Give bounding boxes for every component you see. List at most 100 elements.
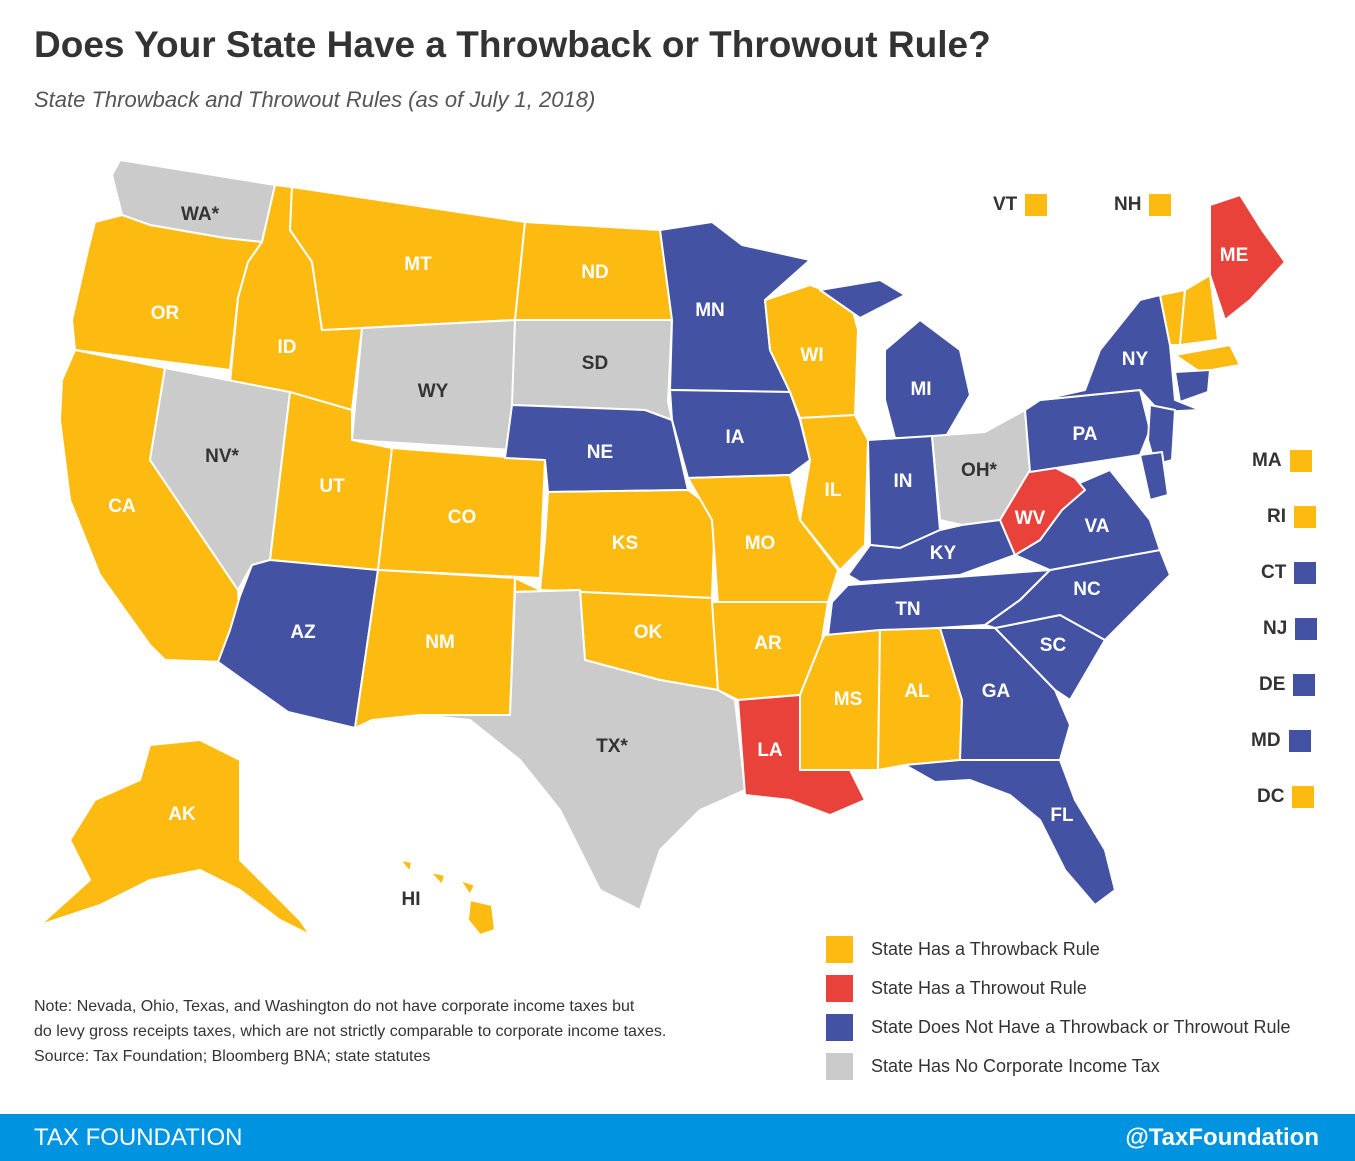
state-label-tx: TX*: [596, 736, 628, 757]
legend-item-none: State Does Not Have a Throwback or Throw…: [826, 1008, 1291, 1047]
legend-label: State Does Not Have a Throwback or Throw…: [871, 1017, 1291, 1037]
small-state-de: DE: [1259, 674, 1316, 696]
small-state-swatch: [1025, 194, 1048, 216]
legend-swatch: [826, 975, 853, 1002]
state-label-mt: MT: [404, 254, 432, 275]
state-ak: [39, 739, 311, 936]
state-label-sc: SC: [1040, 635, 1067, 656]
state-label-sd: SD: [582, 353, 608, 374]
state-label-ga: GA: [982, 681, 1011, 702]
state-label-nm: NM: [425, 632, 455, 653]
small-state-label: DE: [1259, 674, 1286, 695]
legend-label: State Has a Throwback Rule: [871, 939, 1100, 959]
state-label-ok: OK: [634, 622, 663, 643]
state-in: [867, 435, 941, 549]
small-state-nh: NH: [1114, 194, 1172, 216]
state-mi: [819, 279, 971, 439]
state-label-wv: WV: [1015, 508, 1046, 529]
state-label-nd: ND: [581, 262, 608, 283]
state-label-ny: NY: [1122, 349, 1149, 370]
small-state-label: MD: [1251, 730, 1281, 751]
small-state-swatch: [1293, 674, 1316, 696]
footer-handle: @TaxFoundation: [1125, 1124, 1319, 1151]
state-label-mo: MO: [745, 533, 776, 554]
small-state-ma: MA: [1252, 450, 1312, 472]
note-line: Note: Nevada, Ohio, Texas, and Washingto…: [34, 998, 635, 1015]
state-il: [799, 414, 869, 571]
note-line: do levy gross receipts taxes, which are …: [34, 1023, 667, 1040]
state-label-wa: WA*: [181, 204, 220, 225]
state-label-ms: MS: [834, 689, 863, 710]
state-label-il: IL: [825, 480, 842, 501]
small-state-md: MD: [1251, 730, 1311, 752]
small-state-shape: [1174, 369, 1211, 403]
state-label-ak: AK: [168, 804, 196, 825]
state-az: [217, 559, 379, 729]
map-subtitle: State Throwback and Throwout Rules (as o…: [34, 87, 596, 112]
small-state-label: MA: [1252, 450, 1282, 471]
source-line: Source: Tax Foundation; Bloomberg BNA; s…: [34, 1048, 431, 1065]
footer-bar: TAX FOUNDATION @TaxFoundation: [0, 1114, 1355, 1161]
map-title: Does Your State Have a Throwback or Thro…: [34, 24, 991, 65]
state-label-hi: HI: [402, 889, 421, 910]
footer-brand: TAX FOUNDATION: [34, 1124, 243, 1151]
small-state-swatch: [1289, 450, 1312, 472]
small-state-dc: DC: [1257, 786, 1315, 808]
small-state-shape: [1139, 451, 1169, 501]
state-label-ks: KS: [612, 533, 638, 554]
state-label-ia: IA: [726, 427, 745, 448]
state-label-pa: PA: [1073, 424, 1098, 445]
state-label-me: ME: [1220, 245, 1249, 266]
state-label-mn: MN: [695, 300, 725, 321]
state-label-az: AZ: [290, 622, 316, 643]
state-label-id: ID: [278, 337, 297, 358]
state-me: [1209, 194, 1286, 321]
map-legend: State Has a Throwback Rule State Has a Th…: [826, 930, 1291, 1086]
legend-label: State Has No Corporate Income Tax: [871, 1056, 1160, 1076]
small-state-shape: [1179, 274, 1219, 346]
state-label-va: VA: [1085, 516, 1110, 537]
state-tx: [419, 589, 746, 911]
small-state-shape: [1174, 344, 1241, 373]
state-label-la: LA: [757, 740, 783, 761]
small-state-ri: RI: [1267, 506, 1316, 528]
state-label-fl: FL: [1050, 805, 1074, 826]
state-fl: [904, 759, 1116, 906]
small-state-swatch: [1294, 562, 1317, 584]
legend-swatch: [826, 936, 853, 963]
small-state-label: VT: [993, 194, 1018, 215]
legend-item-no_cit: State Has No Corporate Income Tax: [826, 1047, 1291, 1086]
state-mo: [687, 474, 839, 606]
state-nc: [984, 549, 1171, 641]
small-state-swatch: [1292, 786, 1315, 808]
legend-item-throwback: State Has a Throwback Rule: [826, 930, 1291, 969]
state-label-ky: KY: [930, 543, 957, 564]
small-state-label: DC: [1257, 786, 1285, 807]
state-label-wy: WY: [418, 381, 449, 402]
small-state-label: CT: [1261, 562, 1287, 583]
state-label-oh: OH*: [961, 460, 998, 481]
state-label-nc: NC: [1073, 579, 1101, 600]
note-text: Note: Nevada, Ohio, Texas, and Washingto…: [34, 994, 794, 1069]
legend-label: State Has a Throwout Rule: [871, 978, 1087, 998]
legend-swatch: [826, 1053, 853, 1080]
us-state-map: WA* OR CA ID NV* MT WY UT AZ CO NM ND SD NE KS OK TX* MN I…: [39, 159, 1286, 936]
legend-swatch: [826, 1014, 853, 1041]
small-state-swatch: [1149, 194, 1172, 216]
small-state-nj: NJ: [1263, 618, 1318, 640]
small-state-label: NH: [1114, 194, 1142, 215]
small-state-ct: CT: [1261, 562, 1317, 584]
small-state-swatch: [1294, 506, 1316, 528]
small-state-label: NJ: [1263, 618, 1288, 639]
state-label-mi: MI: [910, 379, 931, 400]
small-state-swatch: [1288, 730, 1311, 752]
state-label-nv: NV*: [205, 446, 239, 467]
state-label-or: OR: [151, 303, 180, 324]
state-label-ca: CA: [108, 496, 136, 517]
small-state-label: RI: [1267, 506, 1286, 527]
state-label-ne: NE: [587, 442, 613, 463]
state-co: [377, 447, 546, 579]
state-label-co: CO: [448, 507, 477, 528]
legend-item-throwout: State Has a Throwout Rule: [826, 969, 1291, 1008]
state-label-wi: WI: [800, 345, 823, 366]
